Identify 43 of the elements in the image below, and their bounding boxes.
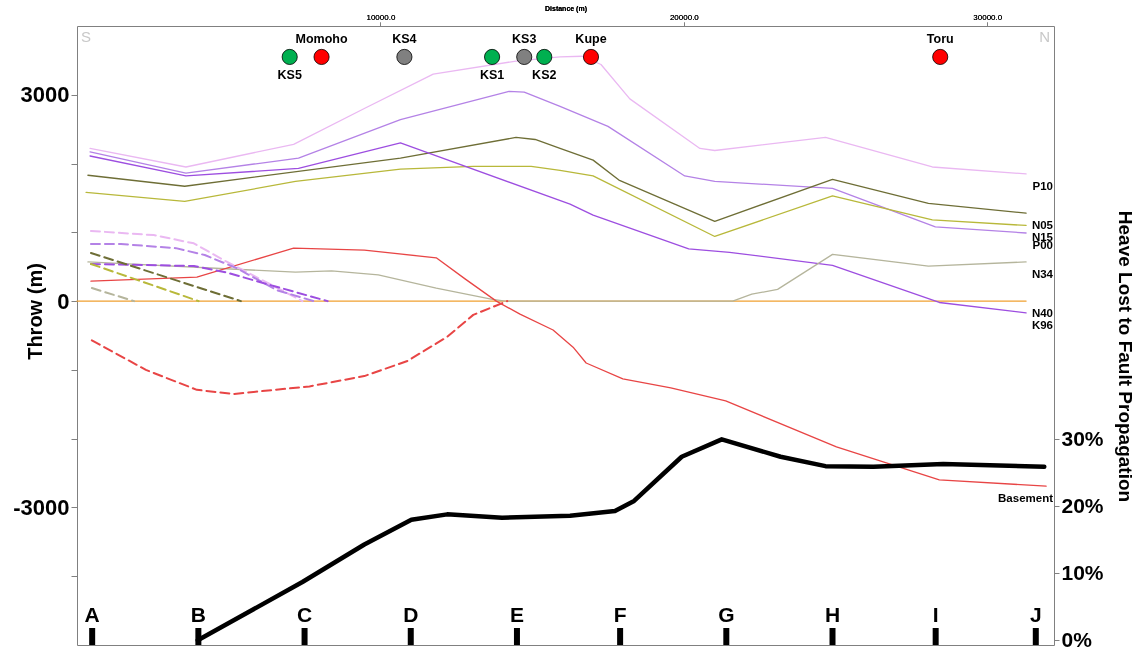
y2-tick-label: 20% [1061, 493, 1104, 517]
ref-line-label: F [613, 603, 627, 626]
x-tick-label: 20000.0 [669, 12, 700, 22]
data-label: KS2 [532, 67, 557, 82]
y2-axis-title: Heave Lost to Fault Propagation [1114, 210, 1136, 503]
y2-tick-label: 10% [1061, 560, 1104, 584]
data-label: KS5 [277, 67, 302, 82]
ref-line-label: B [190, 603, 206, 626]
line-series [87, 136, 1027, 222]
ref-line-label: D [403, 603, 419, 626]
ref-line-label: H [824, 603, 841, 626]
line-series [89, 142, 1027, 314]
line-series [87, 253, 1027, 302]
data-label: KS4 [392, 31, 417, 46]
y2-tick-label: 0% [1061, 627, 1093, 647]
y2-tick-label: 30% [1061, 426, 1104, 450]
data-label: KS1 [479, 67, 505, 82]
y-axis-title: Throw (m) [23, 263, 46, 360]
ref-line-label: I [932, 603, 939, 626]
ref-line-label: E [509, 603, 524, 626]
series-label: N40 [1031, 307, 1053, 320]
series-label: Basement [998, 492, 1054, 505]
line-series [89, 90, 1027, 234]
line-series [89, 243, 315, 303]
data-label: KS3 [512, 31, 537, 46]
series-label: K96 [1031, 318, 1053, 331]
y-tick-label: -3000 [13, 494, 70, 520]
data-label: Momoho [295, 31, 348, 46]
series-label: N05 [1031, 219, 1054, 232]
ref-line-label: G [718, 603, 735, 626]
line-series [89, 229, 304, 303]
y-tick-label: 3000 [20, 82, 70, 108]
ref-line-label: J [1029, 603, 1042, 626]
series-label: N34 [1031, 267, 1054, 280]
series-label: P10 [1032, 179, 1053, 192]
x-tick-label: 10000.0 [366, 12, 396, 22]
x-tick-label: 30000.0 [973, 12, 1003, 22]
ref-line-label: C [296, 603, 313, 626]
y-tick-label: 0 [57, 288, 70, 314]
data-label: Kupe [575, 31, 607, 46]
data-label: Toru [926, 31, 954, 46]
ref-line-label: A [84, 603, 100, 626]
line-series [85, 165, 1027, 238]
